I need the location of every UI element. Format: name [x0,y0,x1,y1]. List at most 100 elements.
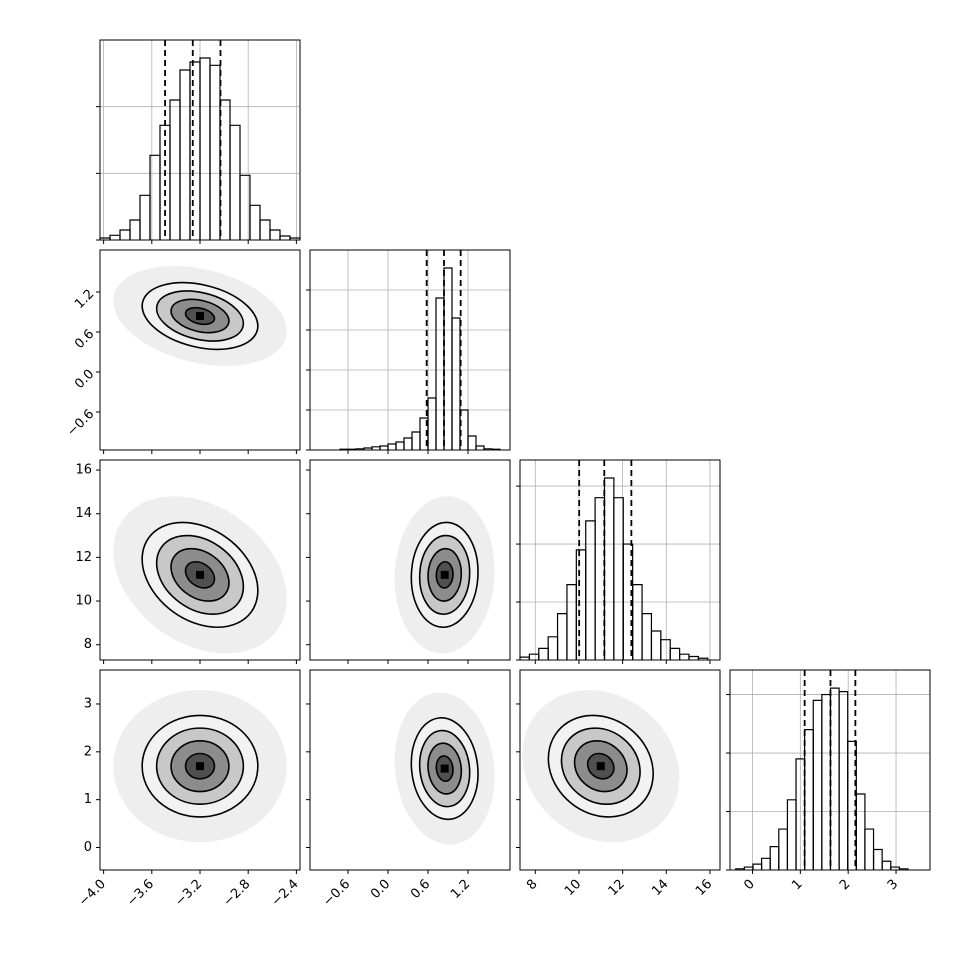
x-tick-label: 14 [649,877,671,899]
histogram-bin [475,445,485,450]
histogram-bin [641,613,653,660]
histogram-bin [786,799,797,870]
x-tick-label: 0.6 [408,877,433,902]
panel-frame [309,459,511,661]
panel-frame [519,669,721,871]
panel-frame [99,459,301,661]
contour [410,521,479,629]
histogram-bin [760,857,771,870]
panel-frame [99,669,301,871]
density-panel [96,459,301,664]
histogram-bin [139,194,151,240]
histogram-bin [804,729,814,870]
histogram-bin [556,613,568,660]
histogram-bin [443,267,453,450]
y-tick-label: 0 [84,840,92,855]
density-panel [306,459,511,664]
histogram-bin [229,124,241,240]
histogram-bin [603,477,615,660]
histogram-bin [189,61,201,240]
x-tick-label: 12 [606,877,628,899]
histogram-bin [199,57,211,240]
histogram-bin [451,317,461,450]
histogram-bin [179,69,191,240]
y-tick-label: −0.6 [64,407,97,440]
y-tick-label: 1 [84,792,92,807]
contour [573,740,628,793]
contour [141,714,259,818]
histogram-bin [387,443,397,450]
contour [141,281,259,351]
contour [155,534,245,615]
x-tick-label: −3.6 [124,877,157,910]
histogram-bin [812,699,823,870]
panel-frame [519,459,721,661]
y-tick-label: 0.0 [72,367,97,392]
histogram-bin [778,828,789,870]
x-tick-label: −3.2 [172,877,205,910]
contour [170,298,230,334]
histogram-bin [411,431,421,450]
y-tick-label: 10 [75,594,92,609]
histogram-bin [566,584,577,660]
histogram-bin [528,653,540,660]
x-tick-label: −2.4 [269,877,302,910]
histogram-panel [306,249,511,454]
histogram-bin [872,848,883,870]
peak-marker [440,570,449,579]
y-tick-label: 2 [84,744,92,759]
contour [170,740,230,793]
histogram-bin [467,435,477,450]
density-panel [96,249,301,454]
peak-marker [196,570,204,579]
histogram-bin [269,229,281,240]
histogram-bin [403,437,413,450]
histogram-bin [538,647,549,660]
density-panel [96,669,301,874]
contour [170,547,230,602]
histogram-bin [881,860,892,870]
x-tick-label: 2 [837,877,853,893]
histogram-bin [129,219,141,240]
contour [427,547,463,602]
y-tick-label: 16 [75,463,92,478]
peak-marker [196,312,204,320]
histogram-bin [697,657,709,660]
panel-frame [99,249,301,451]
histogram-bin [838,691,849,870]
x-tick-label: 10 [562,877,584,899]
y-tick-label: 8 [84,637,92,652]
histogram-bin [769,846,780,870]
contour [435,560,454,589]
histogram-bin [829,687,840,870]
histogram-bin [688,655,699,660]
panel-frame [99,39,301,241]
y-tick-label: 1.2 [72,287,97,312]
contour [184,560,216,589]
histogram-bin [119,229,131,240]
peak-marker [440,764,449,773]
histogram-bin [855,793,866,870]
histogram-bin [209,64,221,240]
contour [547,714,654,818]
contour [155,290,245,342]
panel-frame [309,669,511,871]
histogram-bin [109,234,121,240]
x-tick-label: 0.0 [368,877,393,902]
histogram-bin [249,204,261,240]
density-panel [516,669,721,874]
histogram-bin [379,445,389,450]
contour [184,752,216,780]
histogram-panel [96,39,301,244]
contour [560,727,641,806]
x-tick-label: 16 [693,877,715,899]
x-tick-label: −4.0 [76,877,109,910]
histogram-bin [613,497,624,660]
x-tick-label: −0.6 [320,877,353,910]
histogram-bin [752,863,763,870]
x-tick-label: −2.8 [221,877,254,910]
panel-frame [309,249,511,451]
contour [586,752,615,780]
histogram-bin [427,397,437,450]
